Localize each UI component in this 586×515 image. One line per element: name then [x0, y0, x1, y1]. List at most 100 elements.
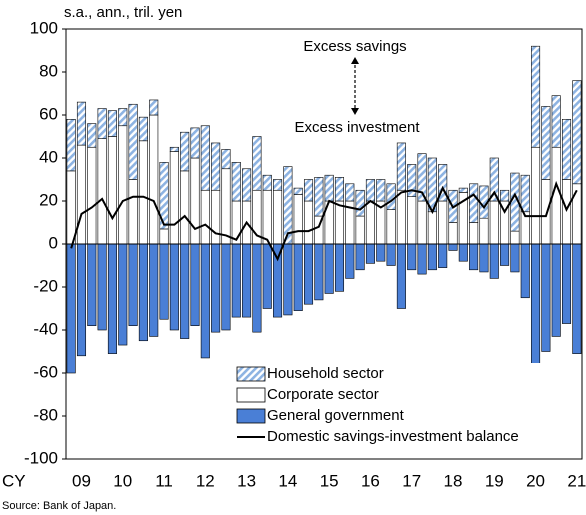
bar: [262, 243, 272, 309]
bar: [407, 243, 417, 271]
plot-frame: [65, 28, 583, 460]
bar: [242, 168, 252, 202]
bar: [107, 243, 117, 354]
bar: [138, 116, 148, 142]
bar: [314, 177, 324, 217]
bar: [211, 142, 221, 191]
bar: [376, 243, 386, 262]
unit-label: s.a., ann., tril. yen: [64, 4, 182, 21]
bar: [138, 243, 148, 342]
bar: [541, 243, 551, 352]
bar: [303, 179, 314, 202]
bar: [438, 243, 448, 268]
bar: [107, 136, 117, 245]
bar: [479, 243, 489, 273]
balance-line: [70, 180, 578, 262]
bar: [427, 211, 437, 245]
bar: [345, 183, 355, 202]
bar: [500, 243, 510, 266]
bar: [561, 179, 572, 245]
bar: [242, 243, 252, 318]
bar: [221, 168, 231, 245]
bar: [262, 174, 272, 191]
bar: [252, 136, 262, 191]
bar: [438, 200, 448, 245]
legend-label: General government: [267, 407, 405, 424]
y-tick-label: 0: [49, 233, 58, 252]
bar: [211, 189, 221, 245]
bar: [407, 164, 417, 197]
bar: [355, 243, 365, 271]
bar: [97, 108, 107, 139]
x-tick-label: 13: [237, 471, 256, 490]
bar: [66, 243, 76, 374]
x-tick-label: 17: [402, 471, 421, 490]
bar: [231, 162, 241, 202]
x-tick-label: 21: [567, 471, 586, 490]
bar: [87, 243, 97, 326]
arrow: [351, 57, 359, 115]
y-tick-label: 40: [39, 147, 58, 166]
bar: [365, 243, 375, 264]
y-tick-label: -80: [33, 405, 58, 424]
bar: [417, 243, 427, 275]
bar: [561, 243, 572, 324]
bar: [531, 45, 541, 148]
bar: [469, 243, 479, 271]
bar: [293, 243, 303, 311]
annotation: Excess savings: [303, 38, 406, 55]
bar: [365, 200, 375, 245]
bar: [221, 149, 231, 170]
y-tick-label: -60: [33, 362, 58, 381]
bar: [273, 189, 283, 245]
bar: [190, 243, 200, 326]
bar: [66, 119, 76, 172]
bar: [76, 144, 87, 245]
bar: [118, 243, 128, 346]
y-tick-label: 20: [39, 190, 58, 209]
legend-swatch: [236, 366, 266, 382]
bar: [479, 217, 489, 245]
bar: [273, 179, 283, 191]
bar: [407, 196, 417, 245]
bar: [262, 189, 272, 245]
bar: [386, 183, 396, 210]
bar: [489, 157, 499, 202]
bar: [551, 95, 561, 148]
bar: [293, 187, 303, 195]
bar: [283, 243, 293, 316]
bar: [448, 222, 458, 245]
bar: [169, 243, 179, 331]
bar: [200, 125, 210, 191]
bar: [324, 174, 334, 202]
bar: [118, 125, 128, 245]
bar: [107, 110, 117, 137]
bar: [66, 170, 76, 245]
bar: [448, 243, 458, 251]
y-tick-label: 100: [30, 18, 58, 37]
bar: [324, 243, 334, 294]
bar: [458, 187, 468, 193]
bar: [180, 243, 190, 339]
bar: [169, 151, 179, 245]
x-prefix: CY: [2, 471, 26, 490]
x-tick-label: 19: [485, 471, 504, 490]
bar: [200, 243, 210, 359]
bar: [159, 243, 169, 320]
y-tick-label: -40: [33, 319, 58, 338]
bar: [489, 243, 499, 279]
bar: [97, 138, 107, 245]
bar: [541, 106, 551, 180]
bar: [128, 179, 138, 245]
bar: [190, 157, 200, 245]
bar: [293, 194, 303, 245]
bar: [334, 243, 345, 292]
bar: [510, 230, 520, 245]
bar: [159, 162, 169, 230]
bar: [149, 114, 159, 245]
bar: [303, 243, 314, 305]
bar: [149, 243, 159, 337]
bar: [314, 243, 324, 301]
bar: [138, 140, 148, 245]
